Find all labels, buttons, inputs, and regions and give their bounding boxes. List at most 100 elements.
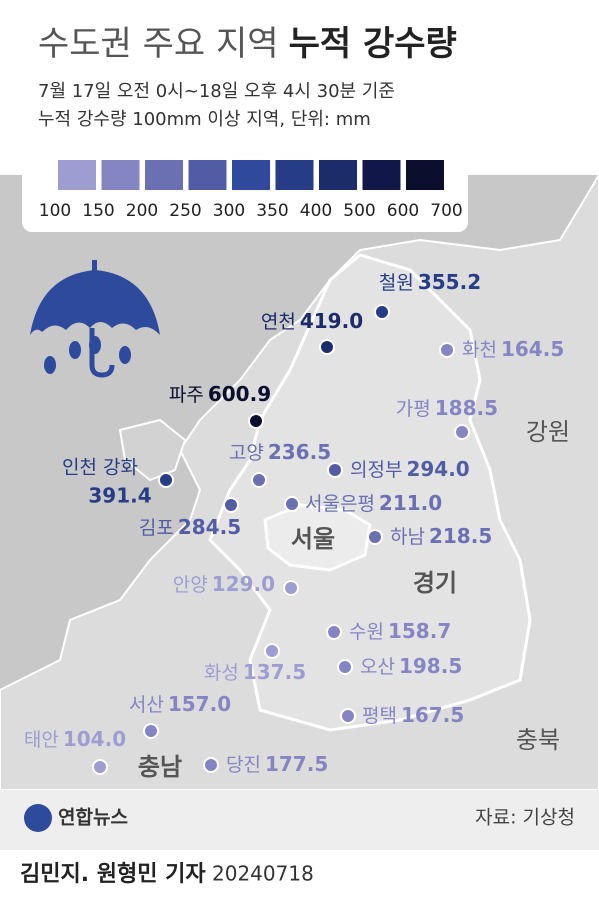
station-label: 하남 218.5 [390,524,492,548]
station-name: 태안 [24,729,59,751]
station-label: 서울은평 211.0 [305,491,442,515]
station-value: 294.0 [406,457,469,481]
subtitle: 누적 강수량 100mm 이상 지역, 단위: mm [38,109,371,130]
station-value: 419.0 [300,309,363,333]
station-name: 인천 강화 [62,457,138,479]
station-dot [143,723,159,739]
station-name: 하남 [390,526,425,548]
legend-label: 350 [256,201,288,221]
legend-swatch [275,160,314,190]
station-value: 129.0 [212,572,275,596]
station-label: 오산 198.5 [360,654,462,678]
legend-swatch [58,160,96,190]
station-label: 화천 164.5 [462,337,564,361]
legend-label: 200 [126,201,158,221]
station-value: 158.7 [388,619,451,643]
station-label: 의정부 294.0 [350,457,470,481]
legend-swatch [232,160,270,190]
station-value: 355.2 [418,270,481,294]
station-value: 137.5 [243,660,306,684]
legend-label: 100 [39,201,71,221]
station-dot [264,643,280,659]
station-value: 177.5 [265,752,328,776]
station-label: 가평 188.5 [396,396,498,420]
source: 자료: 기상청 [475,807,575,829]
legend-swatch [406,160,444,190]
legend-label: 150 [82,201,114,221]
region-label: 강원 [526,418,570,446]
station-value: 600.9 [208,382,271,406]
station-dot [158,472,174,488]
station-value: 391.4 [88,484,151,508]
subtitle: 7월 17일 오전 0시~18일 오후 4시 30분 기준 [38,81,395,102]
station-name: 김포 [139,517,174,539]
station-dot [283,580,299,596]
station-label: 당진 177.5 [226,752,328,776]
station-name: 철원 [379,272,414,294]
station-name: 평택 [362,705,397,727]
station-label: 고양 236.5 [229,440,331,464]
station-value: 188.5 [435,396,498,420]
station-value: 167.5 [401,703,464,727]
legend-label: 300 [213,201,245,221]
seoul [263,503,372,572]
station-value: 236.5 [268,440,331,464]
station-name: 고양 [229,442,264,464]
station-name: 서산 [129,694,164,716]
umbrella-icon [30,260,160,378]
station-label: 평택 167.5 [362,703,464,727]
station-value: 198.5 [399,654,462,678]
legend-swatch [362,160,401,190]
station-dot [319,339,335,355]
footer-band [0,790,599,850]
station-value: 104.0 [63,727,126,751]
station-name: 안양 [173,574,208,596]
legend-label: 700 [430,201,462,221]
region-label: 충남 [138,753,182,781]
station-value: 284.5 [178,515,241,539]
station-name: 화성 [204,662,239,684]
station-dot [454,424,470,440]
station-name: 가평 [396,398,431,420]
title-bold: 누적 강수량 [289,24,457,64]
station-dot [374,304,390,320]
date: 20240718 [212,862,314,886]
station-dot [367,529,383,545]
station-dot [284,496,300,512]
station-label: 김포 284.5 [139,515,241,539]
station-name: 수원 [349,621,384,643]
legend-label: 250 [169,201,201,221]
station-name: 연천 [261,311,296,333]
station-label: 태안 104.0 [24,727,126,751]
station-name: 파주 [169,384,204,406]
stations: 철원 355.2 연천 419.0 화천 164.5 파주 600.9 가평 188.5 고양 236… [24,270,564,776]
station-dot [203,757,219,773]
station-label: 안양 129.0 [173,572,275,596]
map [0,173,599,791]
station-value: 211.0 [379,491,442,515]
station-label: 화성 137.5 [204,660,306,684]
station-dot [251,472,267,488]
gyeonggi [208,253,532,732]
legend-label: 500 [343,201,375,221]
region-label: 충북 [516,726,560,754]
station-dot [248,413,264,429]
station-label: 파주 600.9 [169,382,271,406]
legend-swatch [188,160,227,190]
title-light: 수도권 주요 지역 [38,24,279,64]
island [118,418,187,482]
station-label: 수원 158.7 [349,619,451,643]
station-dot [439,342,455,358]
title: 수도권 주요 지역 누적 강수량 [38,24,457,64]
legend-label: 600 [387,201,419,221]
legend-label: 400 [300,201,332,221]
station-label: 철원 355.2 [379,270,481,294]
station-name: 화천 [462,339,497,361]
station-name: 의정부 [350,459,402,481]
legend-swatch [145,160,183,190]
station-label: 연천 419.0 [261,309,363,333]
legend-swatch [319,160,357,190]
region-label: 서울 [291,525,335,553]
